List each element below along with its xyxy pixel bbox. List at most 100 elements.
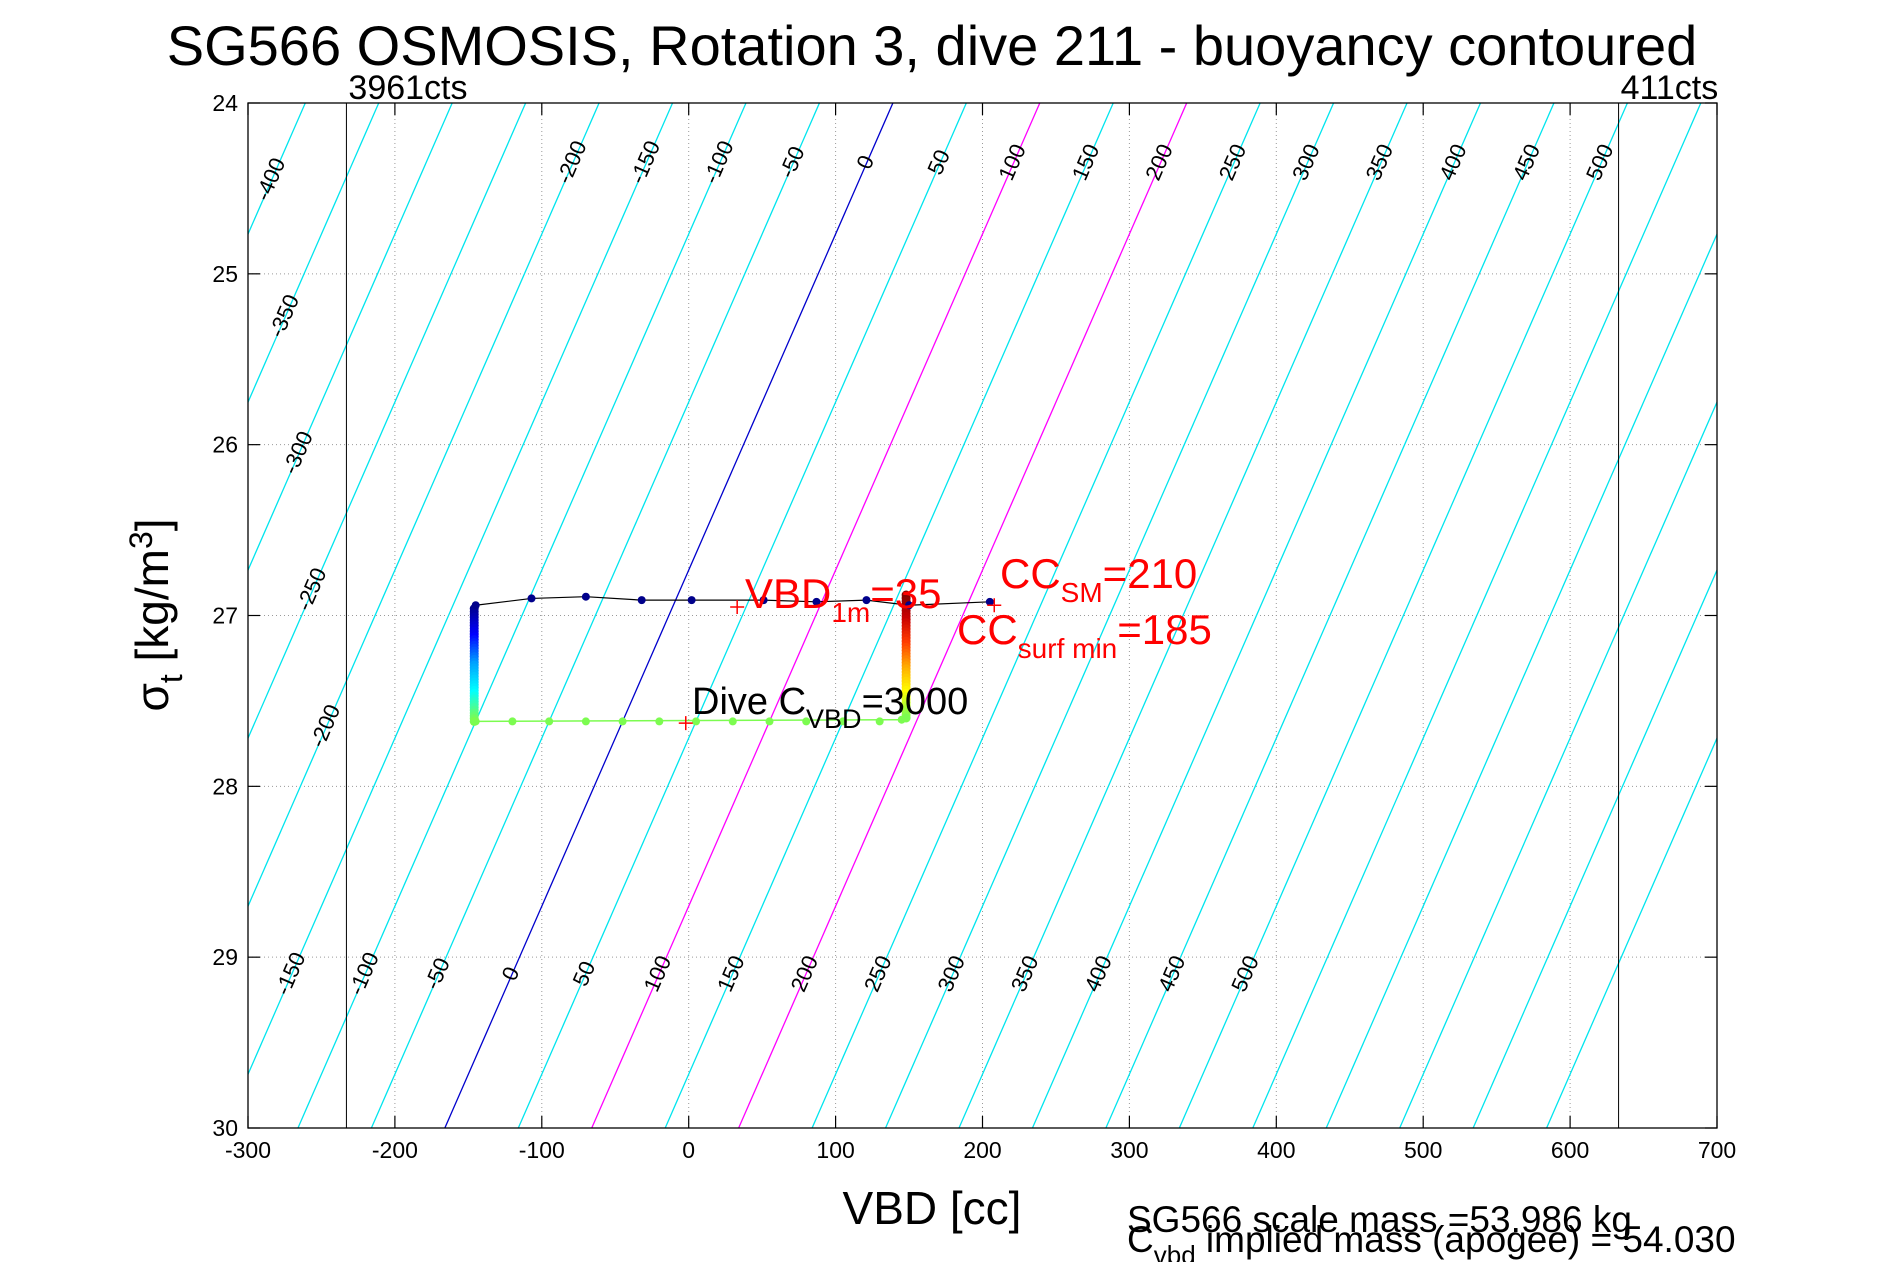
contour-labels: -400 -350 -300 -250 -200 -150 -100 -50 0 50 100 150…: [250, 137, 1619, 999]
contour-label-bottom: 50: [568, 957, 601, 989]
upper-point: [471, 601, 480, 610]
lower-point: [875, 717, 884, 726]
ccsm-annotation: CCSM=210: [1000, 550, 1197, 608]
upper-point: [812, 597, 821, 606]
contour-label-top: -300: [277, 427, 318, 477]
ccsm-value: =210: [1103, 550, 1198, 597]
lower-point: [838, 717, 847, 726]
contour-line--350: [248, 103, 380, 404]
contour-label-bottom: 300: [932, 952, 970, 996]
contour-line-150: [664, 103, 1114, 1128]
grid-lines: [248, 103, 1717, 1128]
y-tick-label: 25: [212, 261, 238, 287]
x-tick-label: -200: [372, 1137, 418, 1163]
ccsm-sub: SM: [1061, 577, 1103, 608]
dive-cvbd-annotation: Dive CVBD=3000: [692, 681, 968, 734]
lower-point: [471, 717, 480, 726]
contour-label-top: -200: [305, 701, 346, 751]
y-tick-label: 30: [212, 1115, 238, 1141]
x-tick-label: 500: [1404, 1137, 1442, 1163]
contour-label-top: -350: [264, 291, 305, 341]
lower-point: [692, 717, 701, 726]
contour-label-top: -150: [625, 137, 666, 187]
contour-line--300: [248, 103, 453, 572]
y-axis-label: σt [kg/m3]: [123, 518, 189, 711]
chart-title: SG566 OSMOSIS, Rotation 3, dive 211 - bu…: [167, 14, 1697, 77]
x-tick-label: 0: [682, 1137, 695, 1163]
x-tick-label: -300: [225, 1137, 271, 1163]
implied-mass-rest: implied mass (apogee) = 54.030: [1196, 1219, 1736, 1260]
contour-line-250: [811, 103, 1261, 1128]
red-marker: [987, 598, 1002, 613]
upper-point: [527, 594, 536, 603]
upper-point: [985, 597, 994, 606]
lower-point: [728, 717, 737, 726]
contour-line--600: [0, 103, 11, 1128]
y-axis-label-unit: [kg/m: [126, 549, 178, 674]
x-tick-label: 700: [1698, 1137, 1736, 1163]
y-axis-label-sub: t: [153, 674, 189, 683]
contour-label-top: -200: [551, 137, 592, 187]
lower-point: [618, 717, 627, 726]
contour-label-bottom: 350: [1006, 952, 1044, 996]
upper-point: [905, 601, 914, 610]
contour-line-50: [517, 103, 967, 1128]
contour-label-bottom: 450: [1153, 952, 1191, 996]
contour-line--550: [0, 103, 85, 1128]
upper-point: [759, 596, 768, 605]
contour-label-top: 200: [1140, 140, 1178, 184]
y-tick-label: 29: [212, 944, 238, 970]
contour-label-top: 350: [1361, 140, 1399, 184]
axis-ticks: -300 -200 -100 0 100 200 300 400 500 600 700242526…: [212, 90, 1736, 1163]
ccsurf-value: =185: [1117, 606, 1212, 653]
ccsurf-main: CC: [957, 606, 1018, 653]
lower-point: [765, 717, 774, 726]
x-tick-label: 100: [816, 1137, 854, 1163]
contour-label-top: 300: [1287, 140, 1325, 184]
y-axis-label-sup: 3: [123, 531, 159, 549]
implied-mass-main: C: [1127, 1219, 1154, 1260]
contour-label-bottom: 150: [712, 952, 750, 996]
contour-label-top: 150: [1067, 140, 1105, 184]
contour-line-450: [1105, 103, 1555, 1128]
vbd1m-main: VBD: [745, 570, 831, 617]
upper-point: [862, 596, 871, 605]
contour-line-400: [1031, 103, 1482, 1128]
red-marker: [678, 716, 693, 731]
red-marker: [730, 599, 745, 614]
x-tick-label: 200: [963, 1137, 1001, 1163]
contour-label-top: -50: [774, 143, 810, 182]
contour-line-700: [1472, 568, 1717, 1128]
contour-label-top: 500: [1581, 140, 1619, 184]
contour-label-bottom: 400: [1079, 952, 1117, 996]
lower-point: [581, 717, 590, 726]
vbd1m-sub: 1m: [831, 597, 870, 628]
ccsurf-annotation: CCsurf min=185: [957, 606, 1212, 664]
contour-line-750: [1546, 736, 1717, 1128]
y-tick-label: 28: [212, 773, 238, 799]
contour-line-550: [1252, 103, 1702, 1128]
contour-line--200: [248, 103, 600, 908]
vbd1m-value: =35: [870, 570, 941, 617]
contour-line--50: [370, 103, 821, 1128]
count-line-label: 3961cts: [348, 69, 467, 107]
y-tick-label: 24: [212, 90, 238, 116]
x-tick-label: 400: [1257, 1137, 1295, 1163]
contour-label-bottom: 100: [639, 952, 677, 996]
contour-label-bottom: 500: [1226, 952, 1264, 996]
lower-point: [545, 717, 554, 726]
contour-label-top: -250: [291, 564, 332, 614]
buoyancy-contours: [0, 103, 1717, 1128]
contour-line--150: [248, 103, 674, 1076]
lower-point: [508, 717, 517, 726]
contour-label-top: -400: [250, 154, 291, 204]
vbd1m-annotation: VBD1m=35: [745, 570, 942, 628]
contour-label-top: 100: [993, 140, 1031, 184]
y-tick-label: 26: [212, 432, 238, 458]
x-tick-label: 300: [1110, 1137, 1148, 1163]
contour-label-top: 250: [1214, 140, 1252, 184]
contour-label-bottom: 200: [785, 952, 823, 996]
lower-point: [802, 717, 811, 726]
lower-point: [655, 717, 664, 726]
